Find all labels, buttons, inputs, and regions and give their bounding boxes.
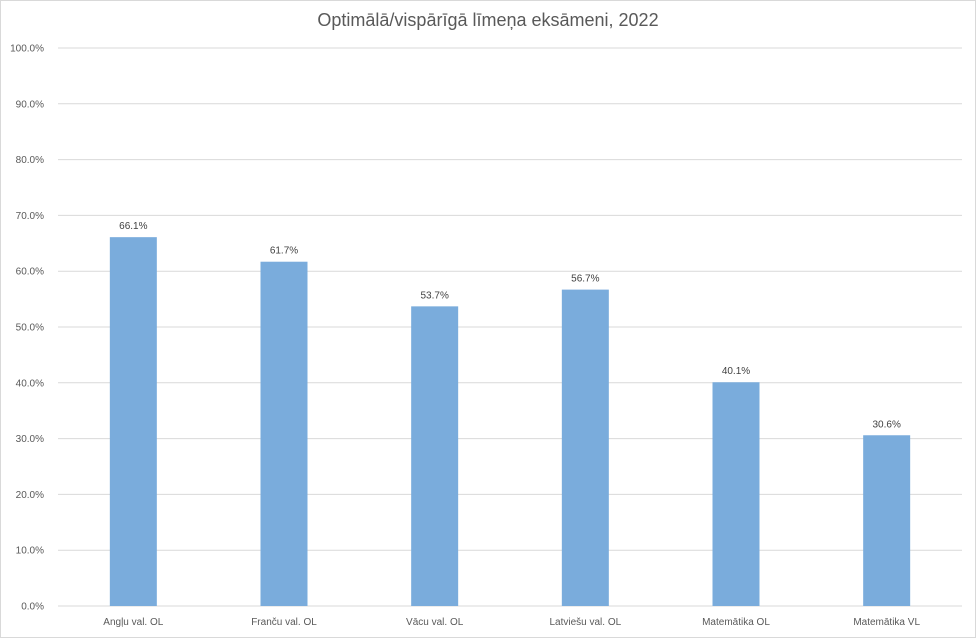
y-tick-label: 70.0%	[16, 211, 44, 222]
data-label: 53.7%	[420, 290, 448, 301]
chart-title: Optimālā/vispārīgā līmeņa eksāmeni, 2022	[317, 10, 659, 30]
y-tick-label: 50.0%	[16, 323, 44, 334]
y-tick-label: 0.0%	[21, 602, 44, 613]
category-label: Matemātika OL	[702, 617, 770, 628]
bar	[260, 261, 308, 606]
bars	[109, 237, 911, 607]
x-axis-categories: Angļu val. OL Franču val. OL Vācu val. OL L…	[103, 617, 920, 628]
y-axis-ticks: 0.0% 10.0% 20.0% 30.0% 40.0% 50.0% 60.0% 70.0% 8…	[10, 44, 44, 613]
category-label: Latviešu val. OL	[549, 617, 621, 628]
category-label: Matemātika VL	[853, 617, 920, 628]
bar	[561, 289, 609, 606]
data-label: 40.1%	[722, 366, 750, 377]
y-tick-label: 60.0%	[16, 267, 44, 278]
bar	[712, 382, 760, 606]
bar	[411, 306, 459, 606]
bar	[109, 237, 157, 607]
data-label: 61.7%	[270, 246, 298, 257]
category-label: Vācu val. OL	[406, 617, 464, 628]
y-tick-label: 30.0%	[16, 434, 44, 445]
category-label: Franču val. OL	[251, 617, 317, 628]
data-label: 30.6%	[872, 419, 900, 430]
bar	[863, 435, 911, 606]
data-label: 56.7%	[571, 274, 599, 285]
y-tick-label: 10.0%	[16, 546, 44, 557]
y-tick-label: 40.0%	[16, 378, 44, 389]
data-labels: 66.1% 61.7% 53.7% 56.7% 40.1% 30.6%	[119, 221, 901, 430]
y-tick-label: 20.0%	[16, 490, 44, 501]
gridlines	[58, 47, 962, 607]
y-tick-label: 80.0%	[16, 155, 44, 166]
y-tick-label: 90.0%	[16, 99, 44, 110]
y-tick-label: 100.0%	[10, 44, 44, 55]
category-label: Angļu val. OL	[103, 617, 163, 628]
data-label: 66.1%	[119, 221, 147, 232]
